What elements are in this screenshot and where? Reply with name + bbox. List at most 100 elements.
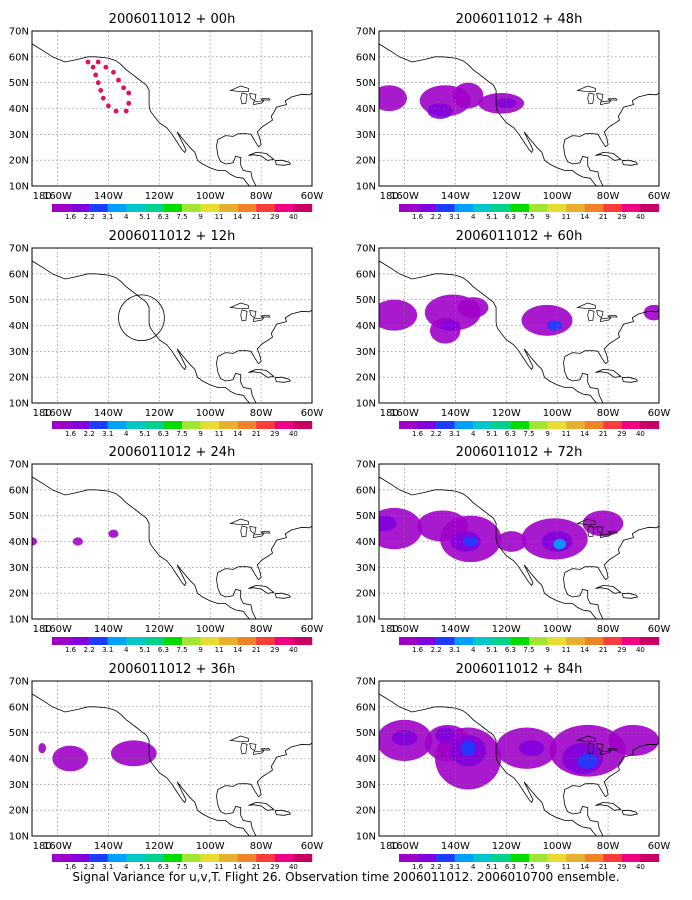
colorbar-swatch	[399, 637, 418, 645]
colorbar-label: 7.5	[176, 430, 187, 438]
lat-tick-label: 50N	[9, 295, 29, 306]
colorbar-swatch	[200, 854, 220, 862]
colorbar-label: 4	[471, 430, 476, 438]
lat-tick-label: 60N	[9, 702, 29, 713]
lat-tick-label: 50N	[9, 511, 29, 522]
great-lake	[600, 533, 612, 539]
map-frame	[31, 680, 313, 837]
great-lake	[596, 93, 604, 102]
lon-tick-label: 180	[380, 191, 399, 202]
colorbar-label: 5.1	[486, 646, 497, 654]
coastline	[274, 376, 292, 383]
lon-tick-label: 60W	[301, 841, 324, 852]
colorbar-swatch	[584, 421, 604, 429]
lon-tick-label: 100W	[196, 841, 225, 852]
lon-tick-label: 140W	[94, 841, 123, 852]
colorbar-swatch	[417, 204, 437, 212]
coastline	[595, 801, 622, 811]
great-lake	[240, 92, 248, 105]
variance-shading	[643, 304, 659, 321]
colorbar-swatch	[603, 421, 623, 429]
lon-tick-label: 80W	[250, 841, 273, 852]
colorbar-label: 40	[289, 430, 298, 438]
lon-tick-label: 80W	[250, 191, 273, 202]
colorbar-swatch	[529, 854, 548, 862]
great-lake	[607, 747, 618, 751]
lat-tick-label: 60N	[356, 52, 376, 63]
colorbar-label: 29	[617, 213, 626, 221]
lat-tick-label: 60N	[356, 702, 376, 713]
great-lake	[600, 750, 612, 756]
colorbar-label: 21	[252, 646, 261, 654]
colorbar-swatch	[237, 421, 257, 429]
great-lake	[229, 302, 249, 310]
colorbar-swatch	[163, 854, 183, 862]
colorbar-swatch	[399, 854, 418, 862]
great-lake	[260, 530, 271, 534]
colorbar-swatch	[200, 421, 220, 429]
colorbar-swatch	[293, 421, 313, 429]
colorbar-label: 5.1	[139, 213, 150, 221]
colorbar-label: 3.1	[449, 430, 460, 438]
colorbar-swatch	[473, 204, 493, 212]
colorbar-label: 40	[289, 213, 298, 221]
colorbar-swatch	[584, 854, 604, 862]
variance-shading	[547, 320, 563, 331]
great-lake	[587, 309, 595, 322]
colorbar-swatch	[219, 637, 238, 645]
observation-marker	[121, 85, 127, 91]
colorbar-label: 6.3	[158, 863, 169, 871]
colorbar-swatch	[293, 204, 313, 212]
colorbar-label: 3.1	[449, 213, 460, 221]
colorbar-label: 40	[636, 213, 645, 221]
lon-tick-label: 160W	[43, 841, 72, 852]
great-lake	[229, 518, 249, 526]
colorbar-label: 11	[215, 430, 224, 438]
colorbar-label: 1.6	[412, 646, 424, 654]
colorbar-label: 6.3	[158, 646, 169, 654]
panel-title: 2006011012 + 12h	[109, 229, 236, 244]
colorbar-label: 7.5	[523, 430, 534, 438]
colorbar-swatch	[293, 637, 313, 645]
colorbar-label: 11	[562, 430, 571, 438]
colorbar-swatch	[491, 421, 511, 429]
colorbar-label: 9	[545, 430, 549, 438]
colorbar-label: 1.6	[65, 213, 77, 221]
great-lake	[596, 310, 604, 319]
observation-marker	[93, 72, 99, 78]
colorbar-swatch	[274, 421, 294, 429]
lon-tick-label: 140W	[94, 408, 123, 419]
colorbar-swatch	[473, 421, 493, 429]
lat-tick-label: 10N	[356, 615, 376, 626]
colorbar-label: 5.1	[486, 430, 497, 438]
lon-tick-label: 180	[33, 191, 52, 202]
colorbar-label: 7.5	[523, 863, 534, 871]
lon-tick-label: 60W	[648, 624, 671, 635]
colorbar-swatch	[237, 637, 257, 645]
panel-title: 2006011012 + 00h	[109, 12, 236, 27]
colorbar-swatch	[510, 637, 530, 645]
map-panel: 2006011012 + 60h 70N 60N 50N 40N 30N 20N 10N 180…	[356, 229, 671, 438]
colorbar-label: 9	[545, 863, 549, 871]
great-lake	[253, 533, 265, 539]
map-panel: 2006011012 + 48h 70N 60N 50N 40N 30N 20N 10N 180…	[356, 12, 671, 221]
colorbar-label: 3.1	[102, 213, 113, 221]
colorbar-label: 9	[198, 863, 202, 871]
panel-title: 2006011012 + 48h	[456, 12, 583, 27]
great-lake	[229, 735, 249, 743]
lon-tick-label: 100W	[543, 408, 572, 419]
observation-marker	[116, 77, 121, 83]
lon-tick-label: 180	[380, 624, 399, 635]
colorbar-label: 7.5	[176, 646, 187, 654]
lon-tick-label: 120W	[145, 191, 174, 202]
lat-tick-label: 70N	[9, 27, 29, 38]
lon-tick-label: 140W	[94, 624, 123, 635]
lat-tick-label: 50N	[356, 295, 376, 306]
colorbar-swatch	[473, 637, 493, 645]
colorbar-label: 5.1	[486, 213, 497, 221]
colorbar-label: 14	[580, 430, 589, 438]
great-lake	[576, 85, 596, 93]
colorbar-label: 3.1	[449, 863, 460, 871]
colorbar-label: 7.5	[176, 863, 187, 871]
lon-tick-label: 60W	[301, 191, 324, 202]
